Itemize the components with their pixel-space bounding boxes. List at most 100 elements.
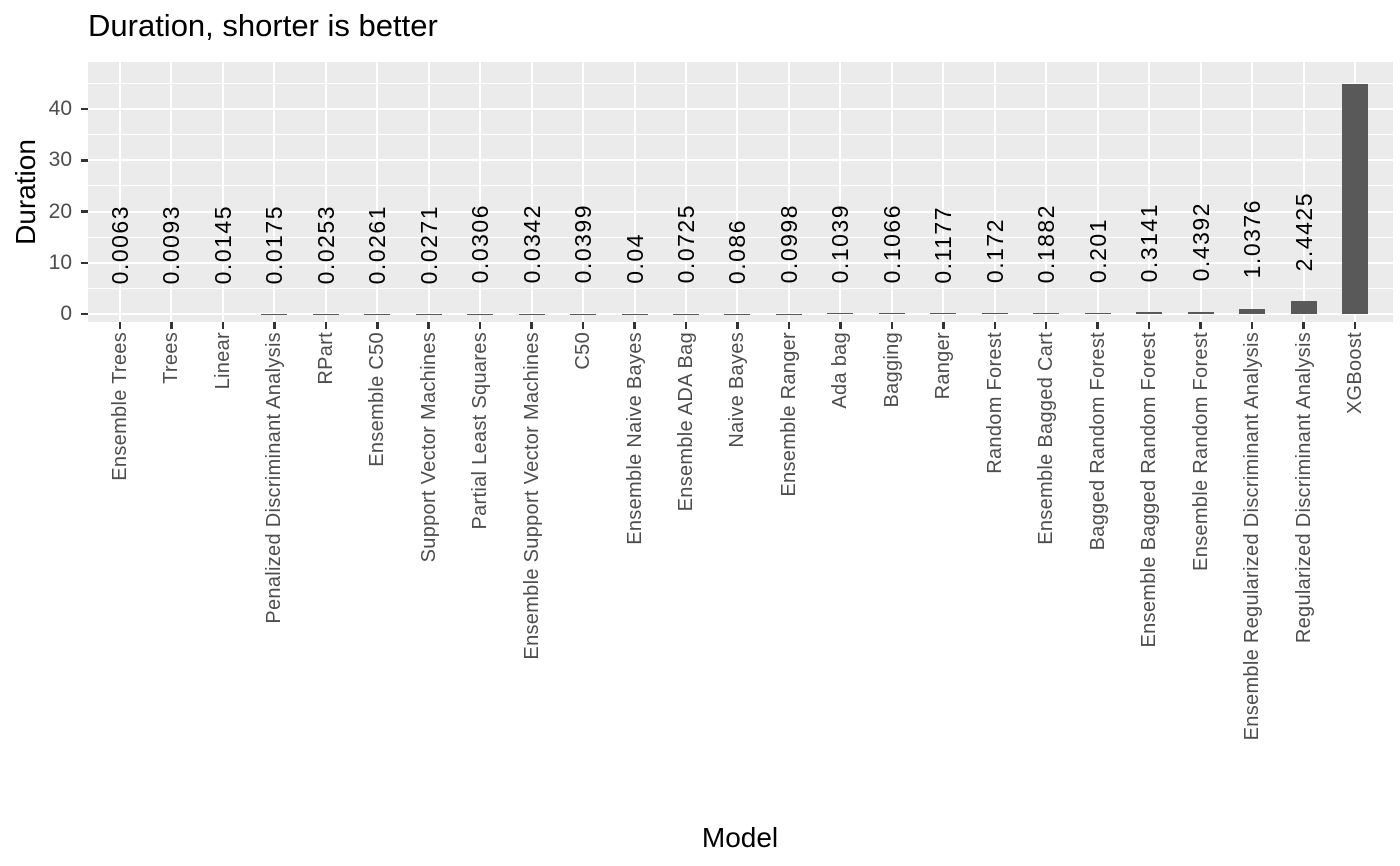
x-major-gridline (221, 62, 224, 322)
x-major-gridline (1251, 62, 1254, 322)
bar-value-label: 0.1882 (1033, 203, 1060, 284)
bar (775, 313, 802, 314)
x-major-gridline (736, 62, 739, 322)
plot-panel: 0.0063 0.0093 0.0145 0.0175 0.0253 0.0261 0.02… (88, 62, 1393, 322)
bar (930, 313, 957, 314)
x-tick-mark (684, 322, 688, 329)
y-tick-label: 40 (48, 97, 72, 120)
bar-value-label: 0.0093 (158, 204, 185, 284)
x-tick-mark (787, 322, 791, 329)
y-tick-label: 0 (60, 302, 72, 325)
y-tick-mark (81, 159, 88, 162)
bar-value-label: 0.3141 (1136, 203, 1163, 283)
x-tick-label: Ensemble Naive Bayes (623, 332, 646, 545)
x-major-gridline (427, 62, 430, 322)
y-major-gridline (88, 159, 1393, 162)
bar-value-label: 0.0998 (775, 204, 802, 284)
x-major-gridline (324, 62, 327, 322)
x-tick-label: Linear (211, 332, 234, 390)
y-tick-mark (81, 261, 88, 264)
x-major-gridline (119, 62, 121, 322)
y-minor-gridline (88, 287, 1393, 289)
y-tick-label: 20 (48, 199, 72, 223)
bar-value-label: 0.1066 (878, 204, 905, 284)
x-tick-mark (839, 322, 842, 329)
bar-value-label: 0.086 (724, 218, 751, 284)
bar (981, 313, 1008, 314)
x-tick-mark (376, 322, 379, 329)
x-tick-mark (993, 322, 997, 329)
x-major-gridline (479, 62, 482, 322)
bar (1290, 301, 1317, 314)
x-major-gridline (942, 62, 945, 322)
x-tick-mark (530, 322, 533, 329)
x-tick-label: Ensemble Random Forest (1189, 332, 1212, 571)
x-major-gridline (273, 62, 276, 322)
x-tick-label: RPart (314, 332, 337, 385)
bar-value-label: 2.4425 (1290, 192, 1317, 272)
x-tick-mark (427, 322, 430, 329)
x-major-gridline (685, 62, 688, 322)
bar (827, 313, 854, 314)
x-tick-mark (1302, 322, 1305, 329)
x-tick-mark (581, 322, 585, 329)
x-tick-mark (221, 322, 225, 329)
x-tick-mark (273, 322, 276, 329)
x-tick-mark (736, 322, 739, 329)
bar-value-label: 0.201 (1084, 217, 1111, 283)
x-tick-label: Trees (160, 332, 183, 384)
x-major-gridline (1096, 62, 1099, 322)
bar-value-label: 0.04 (621, 233, 648, 284)
bar-value-label: 1.0376 (1239, 199, 1266, 279)
x-major-gridline (839, 62, 842, 322)
x-tick-mark (1044, 322, 1048, 329)
x-tick-label: Ensemble Support Vector Machines (520, 332, 543, 660)
x-tick-label: Ada bag (829, 332, 852, 409)
x-tick-label: Partial Least Squares (469, 332, 492, 530)
x-tick-mark (942, 322, 945, 329)
x-major-gridline (530, 62, 533, 322)
x-tick-label: Bagged Random Forest (1086, 332, 1109, 551)
y-tick-mark (81, 312, 88, 316)
x-tick-label: Ensemble C50 (366, 332, 389, 467)
y-major-gridline (88, 210, 1393, 213)
x-tick-label: Bagging (880, 332, 903, 408)
x-tick-mark (890, 322, 894, 329)
y-major-gridline (88, 108, 1393, 110)
x-major-gridline (787, 62, 790, 322)
y-minor-gridline (88, 185, 1393, 187)
bar (878, 313, 905, 314)
x-major-gridline (1045, 62, 1048, 322)
x-tick-mark (1147, 322, 1151, 329)
bar (1239, 308, 1266, 314)
chart-title: Duration, shorter is better (88, 8, 438, 43)
x-major-gridline (170, 62, 173, 322)
x-major-gridline (993, 62, 996, 322)
bar-value-label: 0.0261 (364, 204, 391, 284)
x-tick-label: Penalized Discriminant Analysis (263, 332, 286, 624)
bar (1136, 312, 1163, 314)
bar (1341, 83, 1368, 314)
x-tick-mark (118, 322, 122, 329)
x-major-gridline (1302, 62, 1305, 322)
y-tick-mark (81, 210, 88, 213)
bar-value-label: 0.0063 (107, 204, 133, 284)
x-tick-label: Ensemble Trees (109, 332, 131, 481)
bar-value-label: 0.0145 (209, 204, 236, 284)
bar-value-label: 0.4392 (1187, 202, 1214, 282)
x-tick-label: Ranger (932, 332, 955, 400)
bar-value-label: 0.0306 (467, 204, 494, 284)
x-major-gridline (633, 62, 636, 322)
x-tick-label: Random Forest (983, 332, 1006, 474)
x-major-gridline (890, 62, 893, 322)
y-tick-mark (81, 107, 88, 111)
y-tick-label: 10 (48, 250, 72, 274)
bar-value-label: 0.0725 (673, 204, 700, 284)
x-tick-mark (1199, 322, 1202, 329)
x-tick-mark (478, 322, 482, 329)
bar (1033, 313, 1060, 314)
bar-value-label: 0.0399 (570, 204, 597, 284)
bar-value-label: 0.1177 (930, 205, 957, 284)
bar-value-label: 0.0253 (312, 204, 339, 284)
